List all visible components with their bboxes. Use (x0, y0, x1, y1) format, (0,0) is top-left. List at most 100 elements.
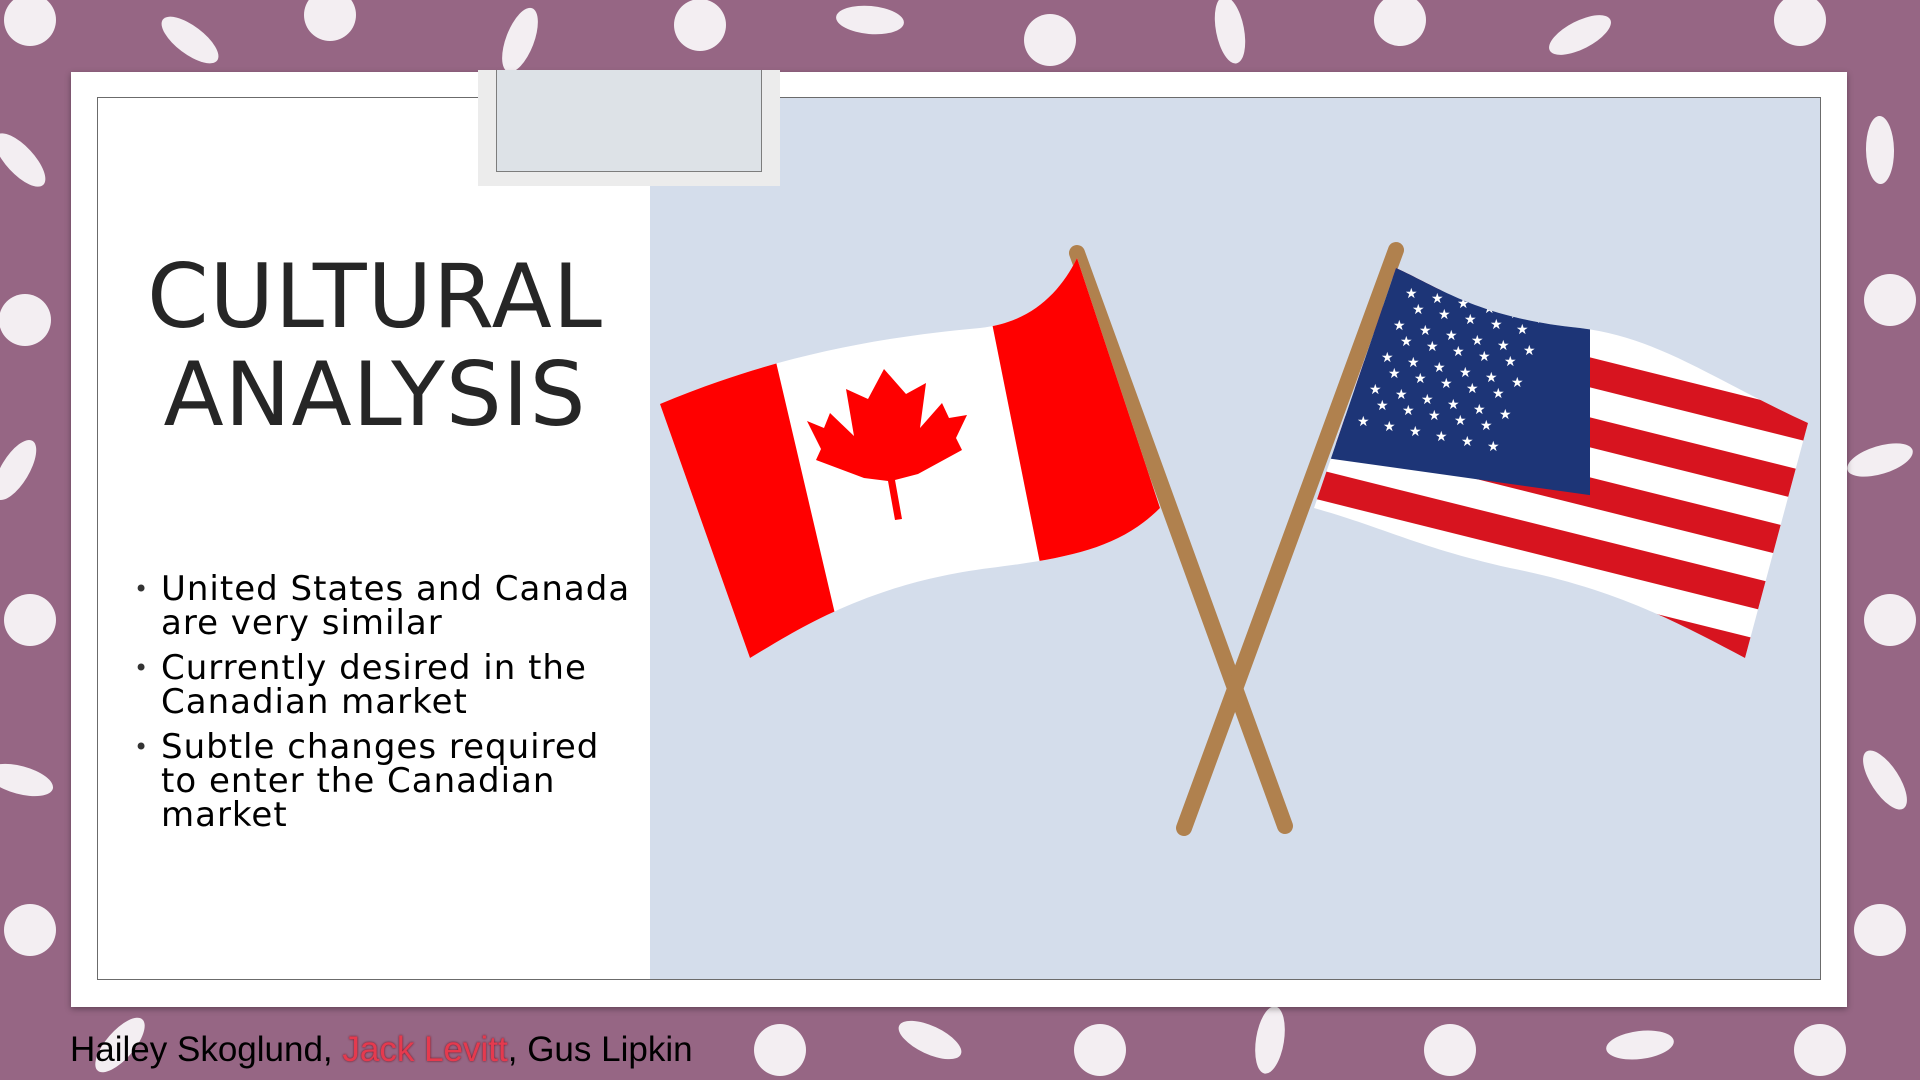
bullet-text: Subtle changes required to enter the Can… (161, 727, 600, 835)
slide-title: CULTURAL ANALYSIS (100, 248, 650, 444)
bullet-icon: • (134, 575, 150, 603)
us-star: ★ (1509, 306, 1522, 322)
pattern-dot (1794, 1024, 1846, 1076)
us-star: ★ (1461, 434, 1474, 450)
pattern-dot (674, 0, 726, 51)
pattern-leaf (1847, 443, 1913, 477)
us-star: ★ (1478, 349, 1491, 365)
pattern-leaf (502, 7, 538, 73)
us-star: ★ (1402, 403, 1415, 419)
us-star: ★ (1376, 398, 1389, 414)
pattern-dot (1424, 1024, 1476, 1076)
pattern-dot (1774, 0, 1826, 46)
us-star: ★ (1485, 370, 1498, 386)
pattern-dot (1864, 594, 1916, 646)
us-star: ★ (1535, 311, 1548, 327)
slide-tab-inner (496, 70, 762, 172)
us-star: ★ (1414, 371, 1427, 387)
us-star: ★ (1459, 365, 1472, 381)
us-star: ★ (1388, 366, 1401, 382)
bullet-list: • United States and Canada are very simil… (132, 572, 632, 843)
pattern-dot (1374, 0, 1426, 46)
pattern-leaf (898, 1020, 962, 1060)
us-star: ★ (1357, 414, 1370, 430)
pattern-leaf (95, 1017, 145, 1073)
bullet-text: United States and Canada are very simila… (161, 569, 631, 643)
title-line-1: CULTURAL (147, 245, 603, 348)
pattern-leaf (0, 133, 46, 187)
author-name: , Gus Lipkin (507, 1030, 693, 1069)
us-star: ★ (1438, 307, 1451, 323)
us-star: ★ (1523, 343, 1536, 359)
us-star: ★ (1466, 381, 1479, 397)
usa-flag-pole (1176, 242, 1404, 836)
us-star: ★ (1412, 302, 1425, 318)
pattern-leaf (1606, 1030, 1674, 1060)
pattern-dot (304, 0, 356, 41)
pattern-dot (4, 0, 56, 46)
us-star: ★ (1440, 376, 1453, 392)
pattern-dot (4, 594, 56, 646)
us-star: ★ (1497, 338, 1510, 354)
pattern-dot (1854, 904, 1906, 956)
pattern-leaf (836, 5, 904, 35)
pattern-dot (4, 904, 56, 956)
us-star: ★ (1393, 318, 1406, 334)
pattern-dot (754, 1024, 806, 1076)
us-star: ★ (1383, 419, 1396, 435)
bullet-item: • Subtle changes required to enter the Ca… (132, 730, 632, 832)
us-star: ★ (1473, 402, 1486, 418)
us-star: ★ (1405, 286, 1418, 302)
us-star: ★ (1452, 344, 1465, 360)
pattern-leaf (0, 439, 37, 501)
pattern-dot (1864, 274, 1916, 326)
us-star: ★ (1457, 296, 1470, 312)
pattern-leaf (1214, 0, 1246, 64)
canada-flag-icon (660, 258, 1160, 658)
pattern-dot (1074, 1024, 1126, 1076)
bullet-text: Currently desired in the Canadian market (161, 648, 587, 722)
canada-flag-pole (1069, 245, 1293, 834)
us-star: ★ (1433, 360, 1446, 376)
bullet-item: • Currently desired in the Canadian marke… (132, 651, 632, 719)
pattern-leaf (1863, 750, 1907, 810)
us-star: ★ (1381, 350, 1394, 366)
pattern-leaf (0, 763, 54, 797)
author-name-highlighted: Jack Levitt (342, 1030, 508, 1069)
us-star: ★ (1483, 301, 1496, 317)
us-star: ★ (1447, 397, 1460, 413)
us-star: ★ (1421, 392, 1434, 408)
footer-credits: Hailey Skoglund, Jack Levitt, Gus Lipkin (70, 1030, 693, 1070)
us-star: ★ (1454, 413, 1467, 429)
us-star: ★ (1407, 355, 1420, 371)
us-star: ★ (1504, 354, 1517, 370)
us-star: ★ (1492, 386, 1505, 402)
us-star: ★ (1409, 424, 1422, 440)
us-star: ★ (1400, 334, 1413, 350)
title-line-2: ANALYSIS (163, 343, 587, 446)
us-star: ★ (1426, 339, 1439, 355)
us-star: ★ (1369, 382, 1382, 398)
us-star: ★ (1511, 375, 1524, 391)
us-star: ★ (1499, 407, 1512, 423)
bullet-icon: • (134, 654, 150, 682)
maple-leaf-icon (807, 369, 967, 520)
us-star: ★ (1471, 333, 1484, 349)
us-star: ★ (1487, 439, 1500, 455)
us-star: ★ (1419, 323, 1432, 339)
us-star: ★ (1480, 418, 1493, 434)
pattern-leaf (1255, 1006, 1285, 1074)
us-star: ★ (1490, 317, 1503, 333)
flags-image: ★ ★ ★ ★ ★ ★★ ★ ★ ★ ★★ ★ ★ ★ ★ ★★ ★ ★ ★ ★★ ★ ★ ★ ★ ★★ ★ ★ ★ ★★ ★ ★ ★ ★ ★★… (660, 242, 1808, 836)
pattern-leaf (1549, 15, 1611, 55)
us-star: ★ (1445, 328, 1458, 344)
us-star: ★ (1395, 387, 1408, 403)
pattern-dot (1024, 14, 1076, 66)
pattern-leaf (161, 16, 219, 64)
bullet-icon: • (134, 733, 150, 761)
us-star: ★ (1516, 322, 1529, 338)
us-star: ★ (1428, 408, 1441, 424)
pattern-leaf (1865, 116, 1895, 184)
